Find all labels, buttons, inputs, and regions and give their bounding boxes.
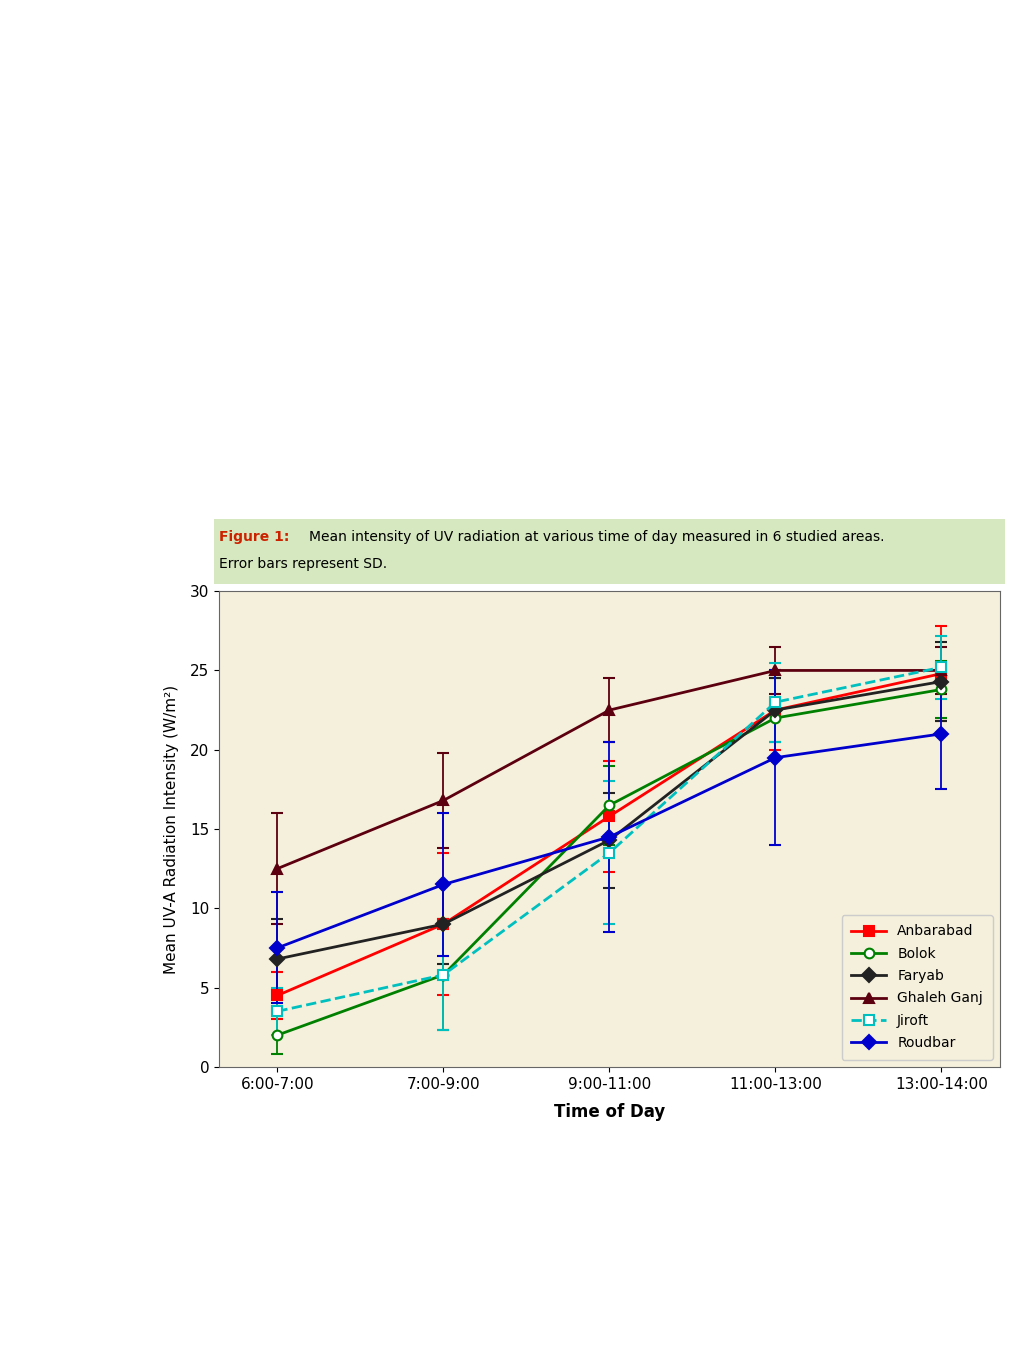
Text: Figure 1:: Figure 1: <box>219 530 294 544</box>
Y-axis label: Mean UV-A Radiation Intensity (W/m²): Mean UV-A Radiation Intensity (W/m²) <box>164 685 179 973</box>
X-axis label: Time of Day: Time of Day <box>553 1102 664 1121</box>
Text: Error bars represent SD.: Error bars represent SD. <box>219 557 387 571</box>
Legend: Anbarabad, Bolok, Faryab, Ghaleh Ganj, Jiroft, Roudbar: Anbarabad, Bolok, Faryab, Ghaleh Ganj, J… <box>841 915 991 1060</box>
Text: Mean intensity of UV radiation at various time of day measured in 6 studied area: Mean intensity of UV radiation at variou… <box>309 530 883 544</box>
